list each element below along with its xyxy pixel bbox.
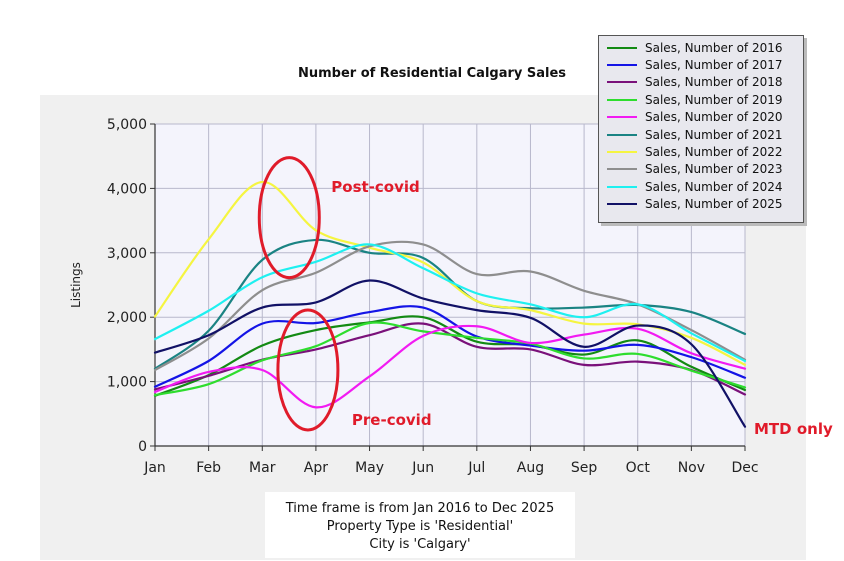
legend-label: Sales, Number of 2023 — [645, 162, 783, 177]
series-line-2016 — [153, 315, 747, 397]
x-tick-label: Dec — [731, 460, 758, 476]
legend-item: Sales, Number of 2016 — [607, 39, 799, 56]
legend-item: Sales, Number of 2021 — [607, 126, 799, 143]
legend-swatch — [607, 168, 637, 171]
legend-label: Sales, Number of 2020 — [645, 110, 783, 125]
x-tick-label: Jan — [143, 460, 166, 476]
annotation-label: Post-covid — [331, 178, 419, 196]
chart-info-box: Time frame is from Jan 2016 to Dec 2025 … — [265, 492, 575, 558]
annotations: Post-covid Pre-covid MTD only — [257, 156, 833, 438]
legend-item: Sales, Number of 2018 — [607, 74, 799, 91]
annotation-ellipse — [257, 156, 321, 280]
legend-label: Sales, Number of 2018 — [645, 75, 783, 90]
annotation-label: MTD only — [754, 420, 833, 438]
legend-swatch — [607, 203, 637, 206]
x-tick-label: Sep — [571, 460, 598, 476]
legend-swatch — [607, 133, 637, 136]
x-tick-label: May — [355, 460, 384, 476]
series-line-2020 — [153, 324, 747, 409]
legend-label: Sales, Number of 2017 — [645, 58, 783, 73]
x-tick-label: Oct — [626, 460, 651, 476]
time-frame-note: Time frame is from Jan 2016 to Dec 2025 — [285, 501, 555, 516]
x-tick-label: Mar — [249, 460, 276, 476]
annotation-label: Pre-covid — [352, 411, 432, 429]
y-tick-label: 1,000 — [107, 375, 147, 391]
property-type-note: Property Type is 'Residential' — [326, 519, 514, 534]
x-tick-label: Jun — [411, 460, 434, 476]
legend-label: Sales, Number of 2019 — [645, 92, 783, 107]
y-tick-label: 2,000 — [107, 310, 147, 326]
legend-swatch — [607, 98, 637, 101]
legend-item: Sales, Number of 2020 — [607, 109, 799, 126]
y-axis-label: Listings — [69, 262, 83, 308]
legend-swatch — [607, 64, 637, 67]
y-tick-label: 0 — [138, 439, 147, 455]
series-line-2019 — [153, 321, 747, 397]
legend-item: Sales, Number of 2024 — [607, 178, 799, 195]
legend-item: Sales, Number of 2023 — [607, 161, 799, 178]
legend-swatch — [607, 116, 637, 119]
axes: 0 1,000 2,000 3,000 4,000 5,000 Jan Feb Mar Apr Ma… — [107, 117, 759, 476]
y-tick-label: 3,000 — [107, 246, 147, 262]
legend-item: Sales, Number of 2017 — [607, 56, 799, 73]
legend-item: Sales, Number of 2025 — [607, 196, 799, 213]
legend-swatch — [607, 151, 637, 154]
x-tick-label: Aug — [517, 460, 544, 476]
x-tick-label: Apr — [304, 460, 328, 476]
city-note: City is 'Calgary' — [369, 537, 471, 552]
legend-swatch — [607, 81, 637, 84]
legend-label: Sales, Number of 2024 — [645, 179, 783, 194]
legend-label: Sales, Number of 2025 — [645, 197, 783, 212]
legend-item: Sales, Number of 2019 — [607, 91, 799, 108]
series-line-2022 — [153, 180, 747, 366]
legend-item: Sales, Number of 2022 — [607, 143, 799, 160]
legend-label: Sales, Number of 2021 — [645, 127, 783, 142]
x-tick-label: Jul — [467, 460, 485, 476]
chart-legend: Sales, Number of 2016 Sales, Number of 20… — [598, 35, 804, 223]
series-lines — [153, 180, 747, 428]
legend-swatch — [607, 185, 637, 188]
x-tick-label: Nov — [678, 460, 705, 476]
series-line-2025 — [153, 279, 747, 428]
series-line-2024 — [153, 243, 747, 363]
y-tick-label: 5,000 — [107, 117, 147, 133]
legend-label: Sales, Number of 2022 — [645, 145, 783, 160]
legend-label: Sales, Number of 2016 — [645, 40, 783, 55]
x-tick-label: Feb — [196, 460, 221, 476]
annotation-ellipse — [276, 308, 340, 432]
chart-title: Number of Residential Calgary Sales — [298, 66, 566, 81]
y-tick-label: 4,000 — [107, 181, 147, 197]
legend-swatch — [607, 46, 637, 49]
series-line-2017 — [153, 305, 747, 388]
